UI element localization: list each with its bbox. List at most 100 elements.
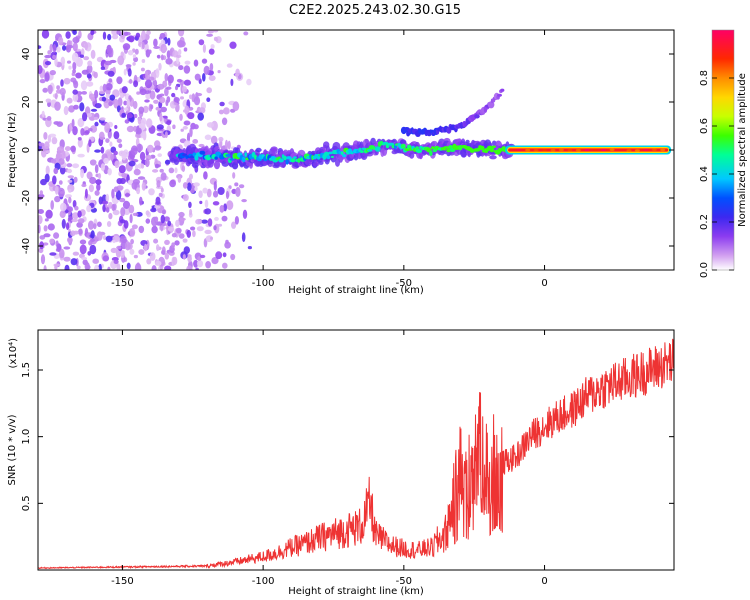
spectrogram-noise-blob <box>68 105 75 113</box>
spectrogram-noise-blob <box>157 153 162 158</box>
spectrogram-strong-band-blob <box>601 148 607 152</box>
spectrogram-noise-blob <box>126 98 131 108</box>
spectrogram-noise-blob <box>81 69 89 75</box>
spectrogram-noise-blob <box>162 46 168 52</box>
spectrogram-noise-blob <box>139 196 143 206</box>
spectrogram-noise-blob <box>65 222 70 230</box>
spectrogram-noise-blob <box>39 235 46 240</box>
spectrogram-noise-blob <box>116 263 121 270</box>
spectrogram-noise-blob <box>71 52 79 63</box>
spectrogram-noise-blob <box>63 256 71 262</box>
spectrogram-noise-blob <box>44 72 50 82</box>
spectrogram-noise-blob <box>90 49 96 60</box>
snr-y-label: SNR (10 * v/v) <box>7 414 18 485</box>
spectrogram-noise-blob <box>134 262 142 270</box>
spectrogram-noise-blob <box>72 212 79 220</box>
spectrogram-strong-band-blob <box>660 148 666 152</box>
spectrogram-noise-blob <box>49 252 57 256</box>
spectrogram-noise-blob <box>67 175 75 179</box>
spectrogram-noise-blob <box>86 81 94 87</box>
snr-frame <box>37 329 675 571</box>
spectrogram-noise-blob <box>197 112 204 121</box>
spectrogram-noise-blob <box>84 188 88 199</box>
spectrogram-noise-blob <box>148 49 152 54</box>
spectrogram-noise-blob <box>161 250 166 255</box>
spectrogram-noise-blob <box>171 242 176 249</box>
spectrogram-noise-blob <box>103 157 109 164</box>
spectrogram-trace-blob <box>285 159 289 165</box>
spectrogram-noise-blob <box>105 93 111 99</box>
spectrogram-noise-blob <box>54 101 61 111</box>
spectrogram-noise-blob <box>68 196 72 204</box>
spectrogram-noise-blob <box>160 187 164 193</box>
spectrogram-noise-blob <box>144 79 153 89</box>
spectrogram-trace-blob <box>199 150 206 155</box>
spectrogram-noise-blob <box>133 168 141 176</box>
spectrogram-noise-blob <box>97 221 102 228</box>
spectrogram-noise-blob <box>120 250 125 259</box>
spectrogram-noise-blob <box>39 241 44 250</box>
spectrogram-strong-band-blob <box>584 148 590 152</box>
spectrogram-noise-blob <box>128 160 136 167</box>
spectrogram-noise-blob <box>231 221 237 229</box>
spectrogram-noise-blob <box>116 76 123 85</box>
spectrogram-noise-blob <box>162 115 168 119</box>
spectrogram-noise-blob <box>52 54 57 60</box>
spectrogram-noise-blob <box>141 182 146 191</box>
spectrogram-noise-blob <box>105 83 113 91</box>
spectrogram-trace-blob <box>297 157 301 163</box>
spectrogram-noise-blob <box>59 248 65 259</box>
spectrogram-noise-blob <box>137 176 146 180</box>
spectrogram-noise-blob <box>89 176 97 185</box>
spectrogram-noise-blob <box>204 134 212 141</box>
spectrogram-noise-blob <box>168 167 175 174</box>
spectrogram-noise-blob <box>161 209 166 215</box>
spectrogram-noise-blob <box>206 97 211 102</box>
spectrogram-trace-blob <box>328 151 333 155</box>
spectrogram-noise-blob <box>129 248 135 255</box>
spectrogram-noise-blob <box>151 225 158 234</box>
spectrogram-noise-blob <box>66 163 73 168</box>
spectrogram-noise-blob <box>133 56 139 63</box>
spectrogram-noise-blob <box>164 265 172 270</box>
spectrogram-noise-blob <box>157 83 165 90</box>
spectrogram-noise-blob <box>53 167 59 175</box>
spectrogram-noise-blob <box>221 215 228 222</box>
spectrogram-noise-blob <box>121 150 127 161</box>
spectrogram-noise-blob <box>111 204 116 211</box>
spectrogram-noise-blob <box>115 190 122 201</box>
spectrogram-trace-blob <box>290 158 296 163</box>
spectrogram-noise-blob <box>61 218 66 229</box>
spectrogram-noise-blob <box>60 79 64 87</box>
spectrogram-noise-blob <box>80 168 85 179</box>
spectrogram-noise-blob <box>85 264 91 270</box>
spectrogram-noise-blob <box>76 265 81 270</box>
spectrogram-noise-blob <box>72 61 77 71</box>
spectrogram-noise-blob <box>118 165 126 174</box>
colorbar-tick-label: 0.2 <box>699 214 710 230</box>
spectrogram-noise-blob <box>227 140 231 150</box>
spectrogram-noise-blob <box>59 165 66 175</box>
spectrogram-noise-blob <box>140 163 145 169</box>
spectrogram-noise-blob <box>184 60 191 65</box>
spectrogram-noise-blob <box>107 266 111 270</box>
spectrogram-branch-blob <box>474 114 480 119</box>
spectrogram-noise-blob <box>127 35 135 43</box>
spectrogram-trace-halo <box>313 162 318 167</box>
spectrogram-noise-blob <box>181 165 186 173</box>
spectrogram-noise-blob <box>158 192 163 197</box>
spectrogram-noise-blob <box>135 133 143 139</box>
spectrogram-branch-blob <box>500 88 505 92</box>
spectrogram-noise-blob <box>213 30 219 33</box>
spectrogram-noise-blob <box>193 182 200 187</box>
spectrogram-noise-blob <box>225 190 230 200</box>
spectrogram-noise-blob <box>126 262 131 270</box>
spectrogram-noise-blob <box>119 197 126 203</box>
spectrogram-strong-band-blob <box>643 148 649 151</box>
spectrogram-noise-blob <box>199 254 206 259</box>
spectrogram-noise-blob <box>146 30 151 35</box>
spectrogram-noise-blob <box>38 215 43 225</box>
spectrogram-noise-blob <box>179 113 183 121</box>
spectrogram-noise-blob <box>112 34 119 40</box>
